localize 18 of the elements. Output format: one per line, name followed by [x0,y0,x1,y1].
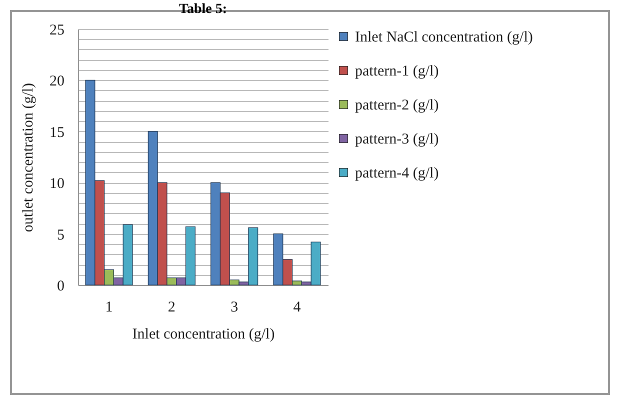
y-axis-title: outlet concentration (g/l) [20,82,36,232]
y-tick-label: 0 [57,278,64,294]
y-tick-label: 20 [50,74,64,90]
legend-label: pattern-3 (g/l) [355,132,439,148]
x-tick-label: 1 [105,300,113,316]
x-tick-label: 3 [230,300,238,316]
y-tick-label: 10 [50,176,64,192]
y-tick-label: 5 [57,227,64,244]
x-axis-title: Inlet concentration (g/l) [132,326,275,342]
legend-label: pattern-2 (g/l) [355,98,439,114]
x-tick-label: 4 [293,300,302,316]
legend-label: pattern-4 (g/l) [355,166,439,182]
legend-label: pattern-1 (g/l) [355,64,439,80]
y-tick-label: 15 [50,124,64,141]
chart-title: Table 5: [178,2,228,17]
y-tick-label: 25 [50,22,64,38]
x-tick-label: 2 [168,300,176,316]
legend-label: Inlet NaCl concentration (g/l) [355,30,533,46]
